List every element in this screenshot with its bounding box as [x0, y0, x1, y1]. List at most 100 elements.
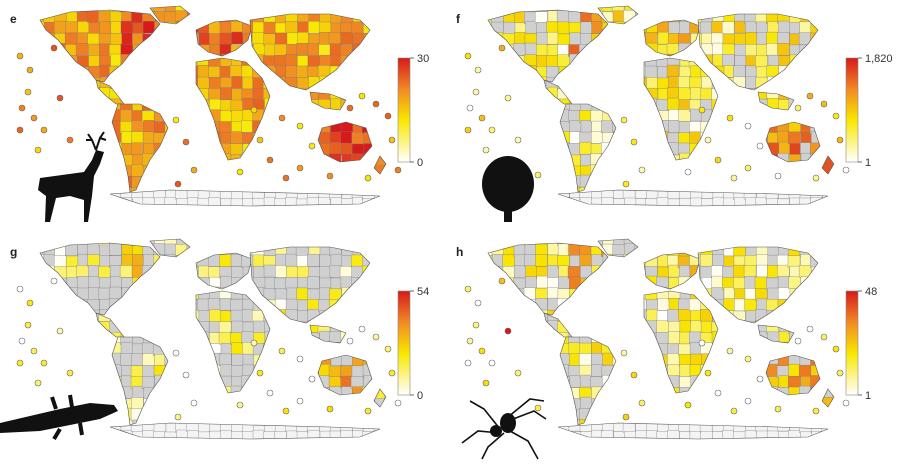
country-region — [1, 23, 13, 35]
country-region — [164, 65, 176, 77]
country-region — [231, 208, 243, 220]
country-region — [264, 132, 276, 144]
country-region — [364, 87, 376, 99]
country-region — [144, 56, 156, 68]
country-region — [33, 88, 45, 100]
country-region — [23, 165, 35, 177]
country-region — [34, 87, 46, 99]
country-region — [155, 165, 167, 177]
country-region — [0, 111, 12, 123]
country-region — [89, 111, 101, 123]
country-region — [166, 165, 178, 177]
country-region — [351, 209, 363, 221]
country-region — [11, 209, 23, 221]
country-region — [417, 121, 429, 133]
country-region — [0, 208, 11, 220]
country-region — [23, 176, 35, 188]
country-region — [209, 11, 221, 23]
country-region — [329, 78, 341, 90]
country-region — [396, 187, 408, 199]
country-region — [198, 209, 210, 221]
country-region — [165, 44, 177, 56]
country-region — [33, 165, 45, 177]
country-region — [407, 187, 419, 199]
country-region — [10, 209, 22, 221]
country-region — [418, 208, 430, 220]
country-region — [363, 44, 375, 56]
country-region — [43, 54, 56, 67]
country-region — [1, 87, 13, 99]
coastline-europe — [195, 19, 253, 57]
country-region — [197, 1, 209, 13]
country-region — [264, 97, 270, 111]
country-region — [165, 55, 177, 67]
country-region — [176, 144, 188, 156]
country-region — [374, 23, 386, 35]
country-region — [131, 10, 144, 13]
country-region — [34, 154, 46, 166]
country-region — [264, 143, 276, 155]
country-region — [77, 122, 89, 134]
country-region — [230, 44, 244, 56]
country-region — [121, 77, 133, 89]
country-region — [143, 209, 155, 221]
country-region — [253, 143, 265, 155]
country-region — [199, 164, 211, 176]
country-region — [264, 110, 276, 122]
country-region — [374, 54, 386, 66]
country-region — [419, 76, 431, 88]
country-region — [98, 110, 110, 122]
country-region — [89, 121, 101, 133]
country-region — [265, 175, 277, 187]
country-region — [67, 110, 79, 122]
country-region — [165, 33, 177, 45]
country-region — [0, 77, 12, 89]
country-region — [395, 45, 407, 57]
country-region — [153, 54, 165, 66]
country-region — [374, 76, 386, 88]
country-region — [384, 153, 396, 165]
country-region — [99, 175, 111, 187]
country-region — [32, 55, 44, 67]
country-region — [0, 99, 11, 111]
country-region — [187, 155, 199, 167]
country-region — [112, 152, 122, 166]
country-region — [77, 132, 89, 144]
country-region — [44, 88, 56, 100]
country-region — [374, 111, 386, 123]
country-region — [296, 132, 308, 144]
country-region — [34, 34, 46, 46]
country-region — [287, 110, 299, 122]
country-region — [264, 110, 276, 122]
country-region — [374, 66, 386, 78]
country-region — [417, 99, 429, 111]
country-region — [32, 65, 44, 77]
country-region — [407, 198, 419, 210]
country-region — [87, 33, 100, 46]
country-region — [109, 164, 121, 176]
country-region — [385, 155, 397, 167]
country-region — [11, 21, 23, 33]
country-region — [362, 55, 374, 67]
country-region — [308, 122, 320, 134]
country-region — [407, 12, 419, 24]
country-region — [154, 67, 166, 79]
country-region — [77, 77, 89, 89]
country-region — [363, 110, 375, 122]
country-region — [287, 165, 299, 177]
country-region — [122, 0, 134, 11]
country-region — [100, 120, 112, 132]
country-region — [34, 133, 46, 145]
country-region — [219, 210, 231, 222]
country-region — [285, 164, 297, 176]
country-region — [262, 120, 270, 134]
country-region — [99, 188, 111, 200]
country-region — [0, 209, 11, 221]
country-region — [418, 121, 430, 133]
country-region — [407, 177, 419, 189]
country-region — [242, 176, 254, 188]
country-region — [364, 44, 376, 56]
country-region — [0, 210, 11, 222]
country-region — [34, 78, 46, 90]
country-region — [296, 142, 308, 154]
